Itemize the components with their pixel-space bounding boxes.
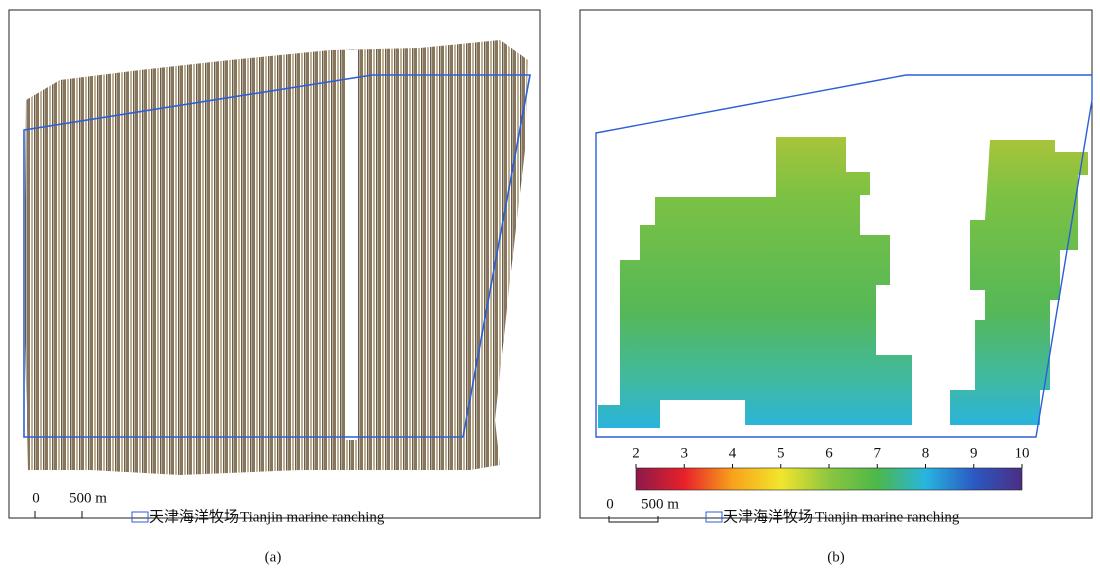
- colorbar-tick-label: 5: [777, 445, 785, 461]
- legend-swatch: [132, 512, 148, 522]
- panel-caption: (b): [827, 549, 845, 565]
- track-gap: [345, 50, 357, 440]
- scale-zero: 0: [606, 496, 614, 512]
- colorbar-tick-label: 9: [970, 445, 978, 461]
- colorbar-tick-label: 6: [825, 445, 833, 461]
- legend-swatch: [706, 512, 722, 522]
- scale-length: 500 m: [641, 496, 679, 512]
- colorbar-ramp: [636, 468, 1022, 490]
- bathymetry-west: [598, 137, 912, 428]
- colorbar-tick-label: 7: [874, 445, 882, 461]
- colorbar-tick-label: 8: [922, 445, 930, 461]
- page: {"panels": [ {"caption": "(a)", "scale_b…: [0, 0, 1100, 579]
- colorbar: 2 3 4 5 6 7 8 9 10: [632, 445, 1029, 490]
- colorbar-tick-label: 10: [1015, 445, 1030, 461]
- legend-label-en: Tianjin marine ranching: [240, 509, 385, 525]
- scale-bar: [609, 516, 658, 522]
- legend-label-en: Tianjin marine ranching: [815, 509, 960, 525]
- scale-length: 500 m: [69, 490, 107, 506]
- panel-caption: (a): [265, 549, 282, 565]
- survey-tracks: [24, 40, 528, 475]
- scale-zero: 0: [32, 490, 40, 506]
- figure: 0 500 m 天津海洋牧场 Tianjin marine ranching (…: [0, 0, 1100, 579]
- colorbar-tick-label: 3: [681, 445, 689, 461]
- bathymetry-east: [950, 140, 1088, 425]
- legend-label-zh: 天津海洋牧场: [149, 508, 239, 525]
- legend-label-zh: 天津海洋牧场: [723, 508, 813, 525]
- colorbar-tick-label: 4: [729, 445, 737, 461]
- scale-bar: [35, 511, 82, 518]
- colorbar-tick-label: 2: [632, 445, 640, 461]
